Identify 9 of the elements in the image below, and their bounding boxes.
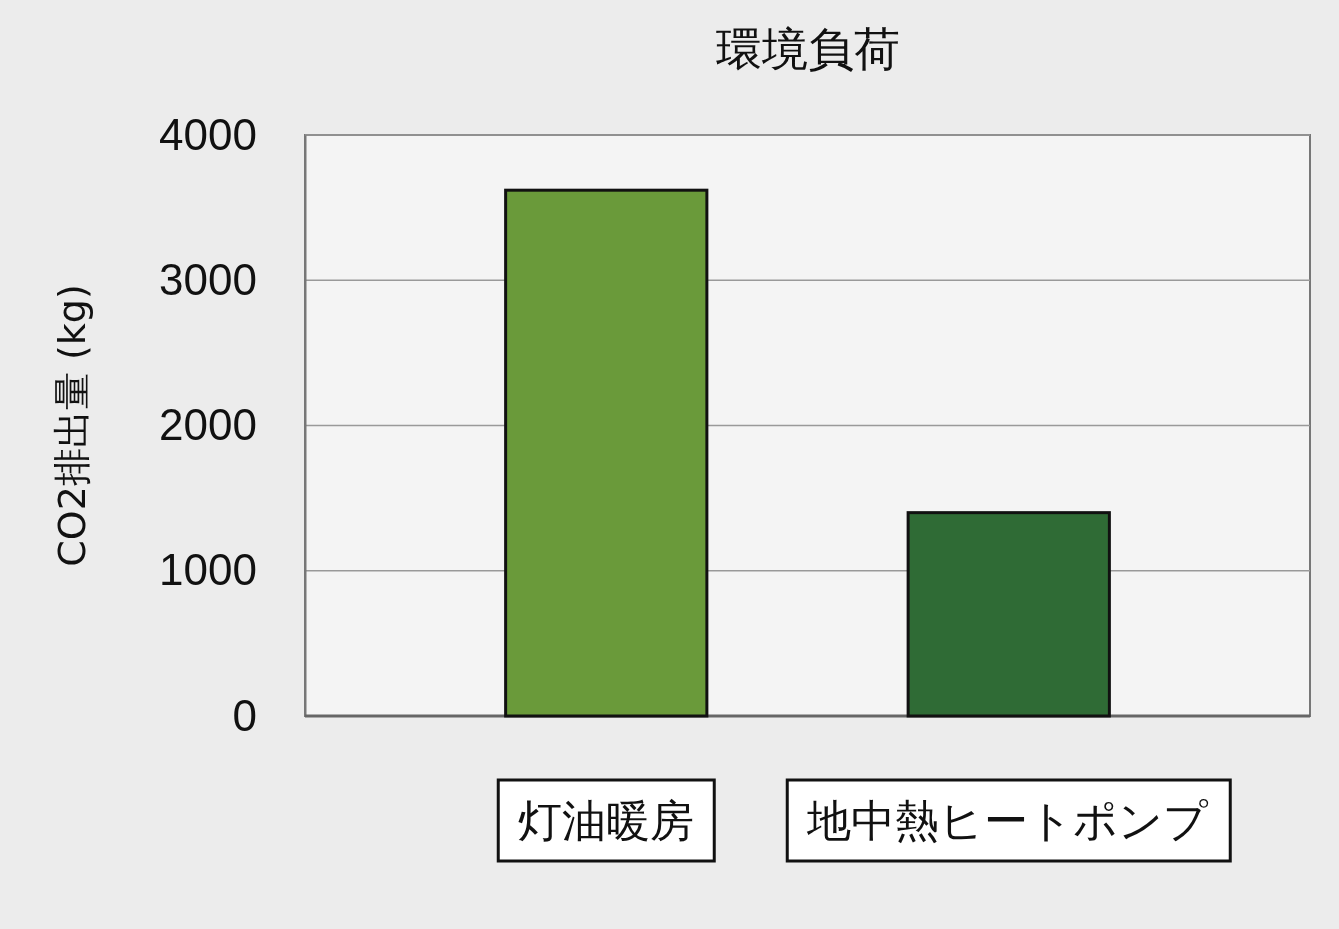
y-tick-label: 0 — [232, 690, 257, 740]
y-tick-label: 4000 — [159, 109, 257, 159]
y-tick-label: 2000 — [159, 400, 257, 450]
y-tick-label: 1000 — [159, 545, 257, 595]
y-tick-label: 3000 — [159, 254, 257, 304]
x-tick-label: 地中熱ヒートポンプ — [806, 795, 1210, 846]
x-tick-label: 灯油暖房 — [518, 795, 695, 846]
y-axis-title: CO2排出量 (kg) — [50, 284, 94, 567]
chart-title: 環境負荷 — [715, 22, 900, 76]
